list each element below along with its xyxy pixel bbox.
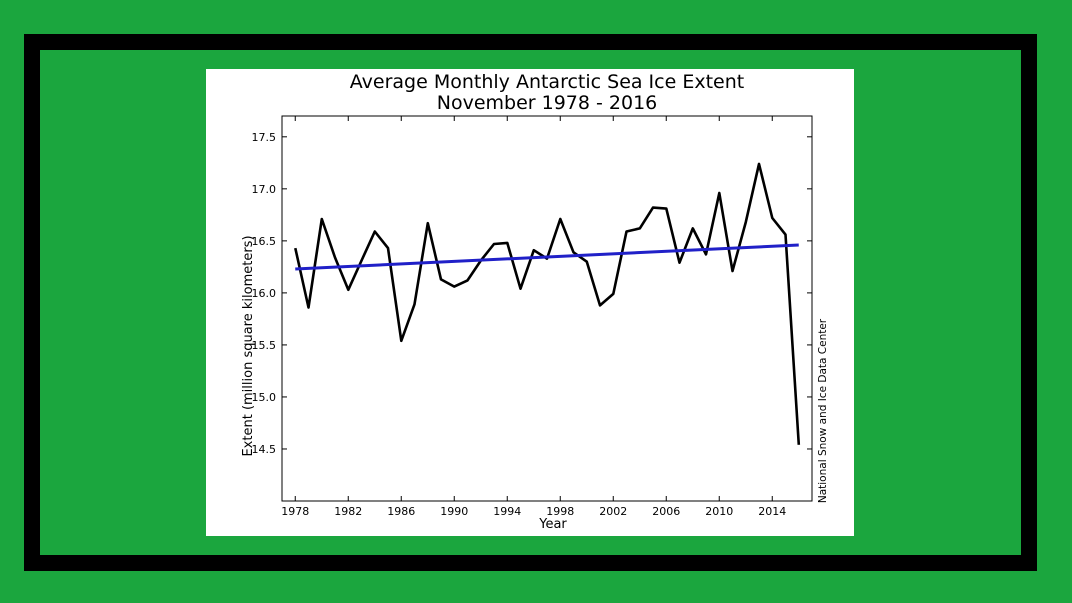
y-tick-label: 15.5 <box>252 339 277 352</box>
trend-line <box>295 243 799 271</box>
y-tick-label: 17.5 <box>252 131 277 144</box>
y-tick-label: 16.0 <box>252 287 277 300</box>
plot-area: 1978 1982 1986 1990 1994 1998 2002 2006 2010 2014… <box>252 115 813 518</box>
chart: Average Monthly Antarctic Sea Ice Extent… <box>241 71 829 532</box>
x-tick-label: 1990 <box>440 505 468 518</box>
x-tick-label: 1978 <box>281 505 309 518</box>
x-tick-label: 2014 <box>758 505 786 518</box>
x-tick-label: 2002 <box>599 505 627 518</box>
x-axis-label: Year <box>538 517 567 532</box>
source-credit: National Snow and Ice Data Center <box>817 318 829 503</box>
plot-frame <box>281 115 813 502</box>
y-tick-label: 16.5 <box>252 235 277 248</box>
x-tick-label: 1998 <box>546 505 574 518</box>
x-tick-label: 1994 <box>493 505 521 518</box>
y-tick-label: 17.0 <box>252 183 277 196</box>
y-tick-label: 14.5 <box>252 443 277 456</box>
extent-series-line <box>294 162 801 445</box>
y-tick-label: 15.0 <box>252 391 277 404</box>
chart-title: Average Monthly Antarctic Sea Ice Extent <box>350 71 744 93</box>
x-tick-label: 1982 <box>334 505 362 518</box>
y-axis-label: Extent (million square kilometers) <box>241 235 256 456</box>
chart-subtitle: November 1978 - 2016 <box>437 92 658 114</box>
x-tick-label: 2006 <box>652 505 680 518</box>
chart-card: Average Monthly Antarctic Sea Ice Extent… <box>206 69 854 536</box>
x-tick-label: 2010 <box>705 505 733 518</box>
x-tick-label: 1986 <box>387 505 415 518</box>
